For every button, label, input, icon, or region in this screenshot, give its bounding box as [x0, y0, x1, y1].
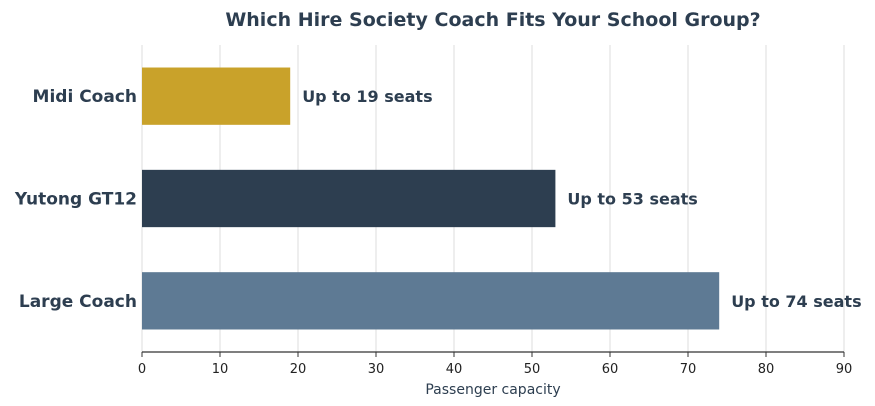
- bar-value-label: Up to 53 seats: [567, 190, 697, 209]
- x-tick-label: 40: [446, 362, 463, 377]
- x-axis: 0 10 20 30 40 50 60 70 80 90: [138, 351, 853, 377]
- bar-value-label: Up to 74 seats: [731, 292, 861, 311]
- bar: [142, 169, 556, 228]
- x-tick-label: 30: [368, 362, 385, 377]
- x-tick-label: 0: [138, 362, 146, 377]
- category-label: Large Coach: [19, 292, 137, 312]
- x-axis-label: Passenger capacity: [425, 382, 560, 398]
- bars: Midi Coach Up to 19 seats Yutong GT12 Up to…: [14, 67, 862, 330]
- bar: [142, 272, 720, 330]
- category-label: Midi Coach: [33, 87, 137, 107]
- x-tick-label: 90: [836, 362, 853, 377]
- category-label: Yutong GT12: [14, 190, 137, 210]
- bar-value-label: Up to 19 seats: [302, 87, 432, 106]
- x-tick-label: 70: [680, 362, 697, 377]
- x-tick-label: 20: [290, 362, 307, 377]
- x-tick-label: 60: [602, 362, 619, 377]
- chart-title: Which Hire Society Coach Fits Your Schoo…: [225, 9, 760, 31]
- x-tick-label: 80: [758, 362, 775, 377]
- x-tick-label: 10: [212, 362, 229, 377]
- x-tick-label: 50: [524, 362, 541, 377]
- bar: [142, 67, 291, 125]
